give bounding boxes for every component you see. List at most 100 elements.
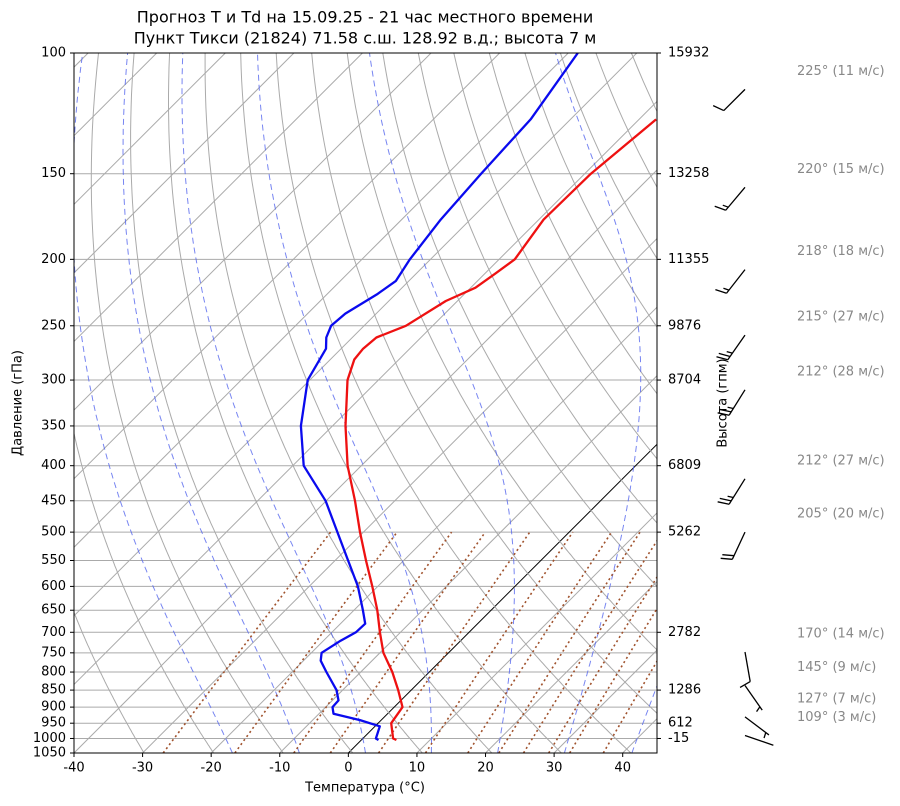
barb-half xyxy=(763,732,767,739)
x-tick-label: 40 xyxy=(614,761,631,776)
isotherm xyxy=(74,100,657,686)
mixing-ratio xyxy=(293,531,453,753)
y-tick-label: 1050 xyxy=(33,746,66,761)
isotherm xyxy=(142,237,657,753)
isotherm xyxy=(74,53,226,206)
mixing-ratio xyxy=(234,531,398,753)
barb xyxy=(717,501,730,505)
dry-adiabat xyxy=(880,53,900,753)
wind-barb xyxy=(744,716,770,739)
barb-staff xyxy=(727,334,746,361)
wind-barb xyxy=(739,651,751,688)
wind-barb xyxy=(715,269,746,294)
barb-staff xyxy=(726,269,746,294)
wind-barb xyxy=(716,334,746,361)
y-tick-label: 450 xyxy=(41,493,66,508)
x-tick-label: 0 xyxy=(344,761,352,776)
y2-axis-label: Высота (гпм) xyxy=(716,358,731,447)
dry-adiabat xyxy=(417,53,657,524)
x-tick-label: -40 xyxy=(63,761,84,776)
isotherm xyxy=(74,53,501,480)
dry-adiabat xyxy=(90,53,284,753)
mixing-ratio xyxy=(498,531,641,753)
wind-label: 109° (3 м/с) xyxy=(797,710,876,725)
mixing-ratio xyxy=(522,539,657,753)
moist-adiabat xyxy=(257,53,432,753)
dry-adiabat xyxy=(74,611,145,753)
y-tick-label: 200 xyxy=(41,252,66,267)
barb xyxy=(715,288,727,294)
x-tick-label: 10 xyxy=(409,761,426,776)
dry-adiabat xyxy=(346,53,657,651)
y2-tick-label: 15932 xyxy=(668,46,709,61)
mixing-ratio xyxy=(377,531,531,753)
dry-adiabat xyxy=(488,53,657,395)
barb-half xyxy=(722,204,729,208)
y2-tick-label: 8704 xyxy=(668,373,701,388)
moist-adiabat xyxy=(74,53,233,753)
barb-half xyxy=(727,495,734,499)
barb xyxy=(716,356,728,361)
wind-label: 220° (15 м/с) xyxy=(797,162,885,177)
y-tick-label: 350 xyxy=(41,418,66,433)
dry-adiabat xyxy=(774,53,900,753)
wind-label: 212° (28 м/с) xyxy=(797,364,885,379)
x-tick-label: 20 xyxy=(477,761,494,776)
y2-tick-label: -15 xyxy=(668,731,689,746)
barb-half xyxy=(726,351,733,354)
dry-adiabat xyxy=(453,53,657,460)
y-tick-label: 250 xyxy=(41,318,66,333)
moist-adiabat xyxy=(369,53,515,753)
wind-label: 205° (20 м/с) xyxy=(797,507,885,522)
x-tick-label: -10 xyxy=(269,761,290,776)
y2-tick-label: 5262 xyxy=(668,525,701,540)
profile-line xyxy=(299,53,579,741)
isotherm xyxy=(485,580,657,753)
barb-staff xyxy=(744,734,774,746)
dry-adiabat xyxy=(130,53,354,753)
wind-label: 127° (7 м/с) xyxy=(797,691,876,706)
wind-label: 218° (18 м/с) xyxy=(797,244,885,259)
y-tick-label: 600 xyxy=(41,579,66,594)
y-tick-label: 750 xyxy=(41,645,66,660)
mixing-ratio xyxy=(424,531,574,753)
barb-half xyxy=(727,406,734,410)
barb-staff xyxy=(723,88,746,112)
isotherm xyxy=(279,375,657,753)
wind-barb xyxy=(717,389,746,416)
y2-tick-label: 612 xyxy=(668,716,693,731)
wind-label: 145° (9 м/с) xyxy=(797,660,876,675)
isotherm xyxy=(622,717,657,753)
dry-adiabat xyxy=(738,53,900,753)
y-tick-label: 950 xyxy=(41,716,66,731)
isotherm xyxy=(74,169,657,753)
moist-adiabat xyxy=(181,53,366,753)
barb-staff xyxy=(728,478,746,505)
wind-label: 170° (14 м/с) xyxy=(797,627,885,642)
y-tick-label: 550 xyxy=(41,553,66,568)
chart-subtitle: Пункт Тикси (21824) 71.58 с.ш. 128.92 в.… xyxy=(134,29,597,48)
y-axis-label: Давление (гПа) xyxy=(11,350,26,456)
y2-tick-label: 13258 xyxy=(668,166,709,181)
dry-adiabat xyxy=(74,431,215,753)
barb-staff xyxy=(744,651,751,682)
wind-barb xyxy=(712,88,746,112)
dry-adiabat xyxy=(703,53,900,753)
x-tick-label: 30 xyxy=(546,761,563,776)
barb xyxy=(722,554,735,557)
wind-barb xyxy=(714,186,746,211)
y-tick-label: 100 xyxy=(41,46,66,61)
wind-barb xyxy=(744,685,763,712)
dry-adiabat xyxy=(667,53,900,753)
wind-label: 212° (27 м/с) xyxy=(797,453,885,468)
chart-title: Прогноз T и Td на 15.09.25 - 21 час мест… xyxy=(137,8,593,27)
barb xyxy=(719,497,732,502)
isotherm xyxy=(347,443,657,753)
barb xyxy=(720,557,733,560)
x-axis-label: Температура (°C) xyxy=(304,781,425,796)
mixing-ratio xyxy=(548,575,657,753)
wind-label: 225° (11 м/с) xyxy=(797,64,885,79)
wind-label: 215° (27 м/с) xyxy=(797,310,885,325)
barb-half xyxy=(756,706,761,712)
